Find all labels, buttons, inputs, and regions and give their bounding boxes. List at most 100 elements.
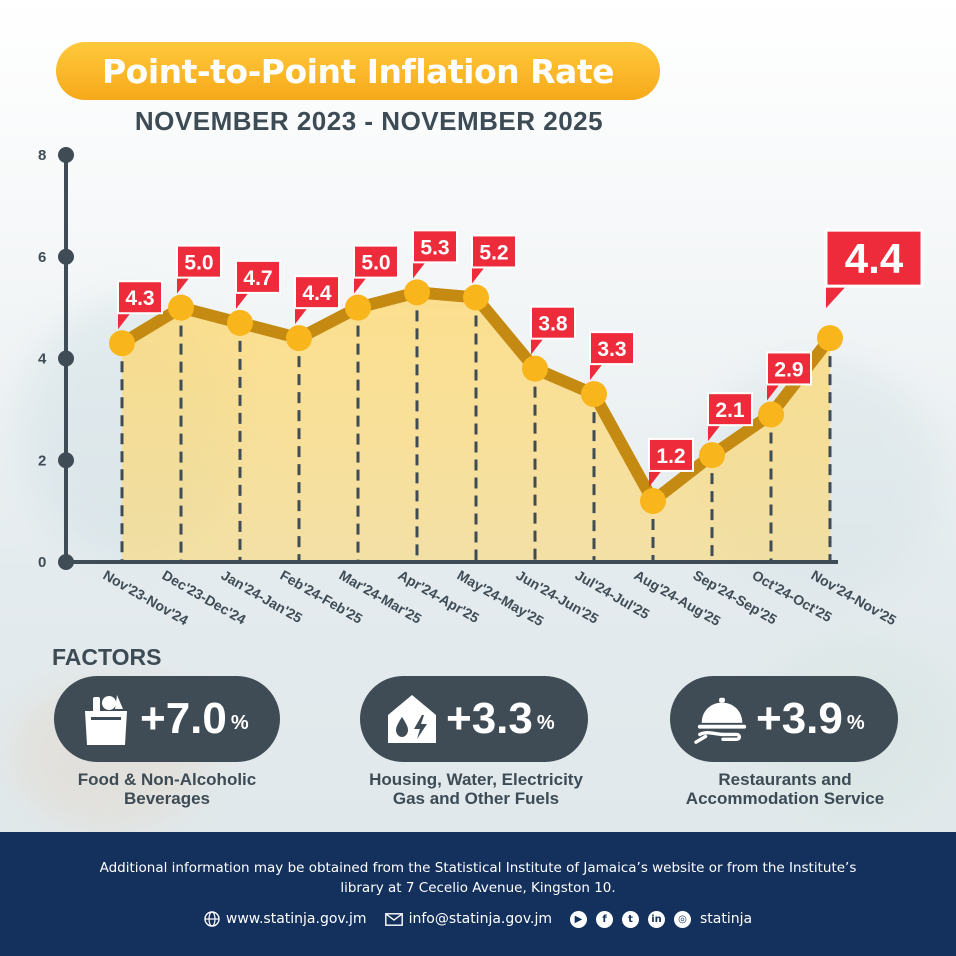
website-contact[interactable]: www.statinja.gov.jm [204, 911, 367, 927]
label-box [353, 244, 399, 279]
factor-housing-value: +3.3 [446, 694, 533, 743]
social-handle[interactable]: statinja [700, 911, 753, 927]
data-label: 2.9 [774, 358, 803, 381]
website-link[interactable]: www.statinja.gov.jm [225, 911, 367, 927]
linkedin-icon[interactable]: in [648, 910, 665, 928]
y-tick-label: 0 [38, 554, 46, 571]
label-pointer [177, 275, 191, 294]
factor-restaurants-unit: % [846, 711, 865, 734]
food-service-cloche-icon [694, 691, 750, 747]
factor-food-label-line: Beverages [123, 789, 210, 808]
label-box [824, 228, 924, 288]
factor-housing-label-line: Gas and Other Fuels [392, 789, 560, 808]
data-point [817, 325, 843, 352]
label-pointer [708, 423, 722, 442]
title-banner: Point-to-Point Inflation Rate [56, 42, 660, 100]
label-pointer [826, 284, 848, 309]
label-pointer [472, 265, 486, 284]
data-point [168, 294, 194, 321]
y-tick-dot [58, 554, 74, 570]
mail-icon [384, 912, 403, 926]
email-contact[interactable]: info@statinja.gov.jm [384, 911, 552, 927]
factor-restaurants-value: +3.9 [756, 694, 843, 743]
label-box [707, 392, 753, 427]
y-tick-label: 8 [38, 147, 46, 164]
data-label: 5.2 [479, 241, 508, 264]
data-label: 5.0 [361, 252, 390, 275]
label-pointer [649, 468, 663, 487]
label-box [412, 229, 458, 264]
y-tick-dot [58, 350, 74, 367]
page-title: Point-to-Point Inflation Rate [102, 51, 615, 91]
inflation-line-chart: 0 2 4 6 8 4.3 5.0 4.7 4.4 5.0 5.3 5.2 3.8 3.3 1.2 2.1 2.… [38, 147, 924, 629]
data-label: 3.8 [538, 313, 568, 336]
youtube-icon[interactable]: ▶ [570, 910, 587, 928]
factor-housing-unit: % [536, 711, 555, 734]
contact-row: www.statinja.gov.jm info@statinja.gov.jm… [0, 908, 956, 930]
label-box [117, 280, 163, 315]
factor-food-label-line: Food & Non-Alcoholic [77, 770, 257, 789]
label-pointer [236, 290, 250, 309]
y-tick-dot [58, 452, 74, 469]
instagram-icon[interactable]: ◎ [674, 910, 691, 928]
label-pointer [590, 362, 604, 381]
footer-text-line: Additional information may be obtained f… [99, 860, 857, 876]
twitter-icon[interactable]: t [622, 910, 639, 928]
factor-restaurants-label: Restaurants and Accommodation Service [650, 770, 920, 808]
data-point [758, 401, 784, 428]
label-pointer [295, 306, 309, 325]
factor-food-unit: % [230, 711, 249, 734]
data-label: 1.2 [656, 445, 685, 468]
house-utilities-icon [384, 691, 440, 747]
footer: Additional information may be obtained f… [0, 832, 956, 956]
data-point [640, 487, 666, 514]
factors-title: FACTORS [52, 644, 162, 670]
factor-restaurants-label-line: Accommodation Service [685, 789, 885, 808]
label-pointer [767, 382, 781, 401]
label-box [766, 351, 812, 386]
label-pointer [413, 260, 427, 279]
label-box [589, 331, 635, 366]
label-pointer [118, 311, 132, 330]
data-point [522, 355, 548, 382]
footer-info-text: Additional information may be obtained f… [30, 858, 926, 898]
label-box [176, 244, 222, 279]
data-label: 4.7 [243, 267, 272, 290]
y-tick-label: 4 [38, 351, 47, 368]
factor-housing-label: Housing, Water, Electricity Gas and Othe… [330, 770, 622, 808]
label-box [530, 305, 576, 340]
factor-housing-pill: +3.3 % [360, 676, 588, 762]
data-label: 3.3 [597, 338, 626, 361]
globe-icon [204, 911, 220, 927]
grocery-bag-icon [78, 691, 134, 747]
data-point [404, 279, 430, 306]
page-subtitle: NOVEMBER 2023 - NOVEMBER 2025 [134, 106, 604, 136]
factor-food-pill: +7.0 % [54, 676, 280, 762]
y-tick-dot [58, 248, 74, 265]
factor-food-label: Food & Non-Alcoholic Beverages [44, 770, 290, 808]
y-tick-label: 2 [38, 452, 46, 469]
data-point [581, 381, 607, 408]
data-point [463, 284, 489, 311]
label-box [235, 259, 281, 294]
data-point [345, 294, 371, 321]
label-pointer [531, 336, 545, 355]
label-box [471, 234, 517, 269]
social-contact: ▶ f t in ◎ statinja [570, 910, 753, 928]
data-point [109, 330, 135, 357]
factor-housing-label-line: Housing, Water, Electricity [369, 770, 583, 789]
facebook-icon[interactable]: f [596, 910, 613, 928]
data-label: 5.0 [184, 252, 213, 275]
label-pointer [354, 275, 368, 294]
y-tick-label: 6 [38, 249, 46, 266]
data-point [699, 442, 725, 469]
email-link[interactable]: info@statinja.gov.jm [408, 911, 552, 927]
label-box [648, 437, 694, 472]
factor-restaurants-pill: +3.9 % [670, 676, 898, 762]
data-point [286, 325, 312, 352]
factor-restaurants-label-line: Restaurants and [718, 770, 852, 789]
data-label: 4.4 [845, 235, 904, 282]
footer-text-line: library at 7 Cecelio Avenue, Kingston 10… [340, 880, 616, 896]
data-label: 4.4 [302, 282, 332, 305]
data-label: 5.3 [420, 236, 449, 259]
